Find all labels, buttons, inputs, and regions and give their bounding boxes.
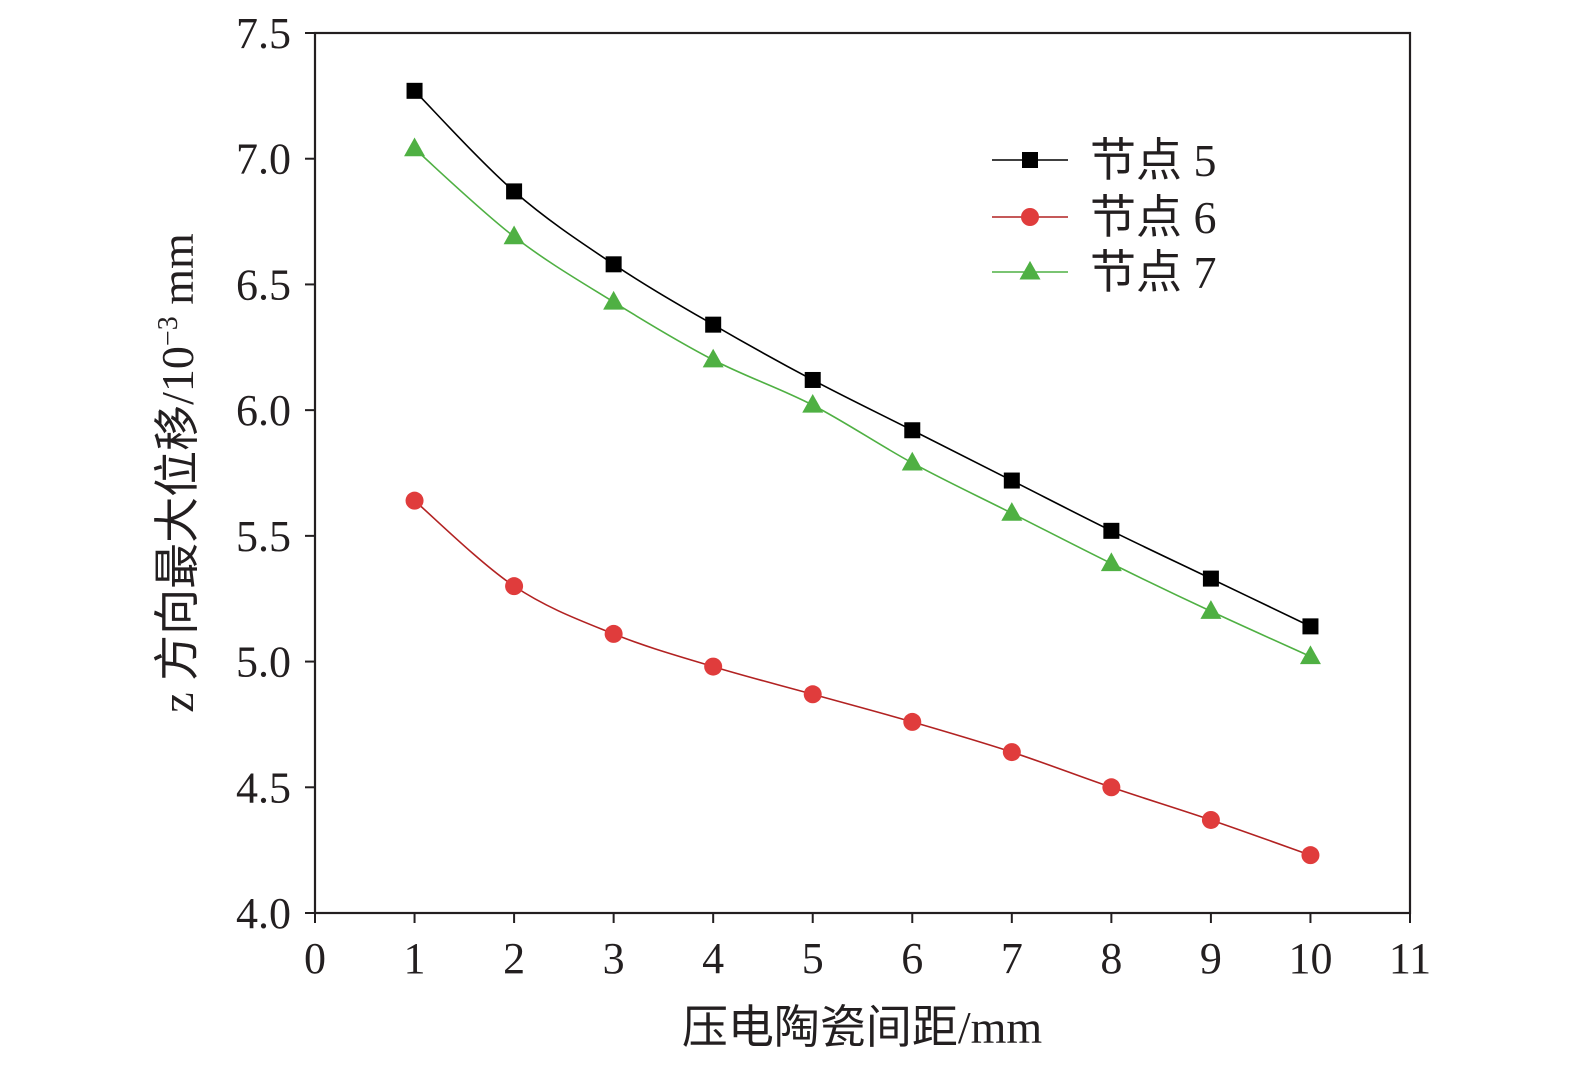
y-tick-label: 4.0 bbox=[236, 889, 291, 938]
data-point bbox=[1002, 743, 1021, 762]
legend-label: 节点 5 bbox=[1090, 135, 1217, 186]
series-3 bbox=[404, 137, 1321, 665]
data-point bbox=[804, 371, 821, 388]
data-point bbox=[1299, 645, 1321, 665]
legend-label: 节点 7 bbox=[1090, 247, 1217, 298]
data-point bbox=[605, 256, 622, 273]
data-point bbox=[802, 393, 824, 413]
y-tick-label: 5.5 bbox=[236, 512, 291, 561]
data-point bbox=[1302, 618, 1319, 635]
data-point bbox=[704, 657, 723, 676]
data-point bbox=[702, 348, 724, 368]
legend-item: 节点 5 bbox=[992, 135, 1217, 186]
series-layer bbox=[404, 82, 1321, 865]
legend-marker bbox=[1021, 208, 1039, 226]
x-tick-label: 4 bbox=[702, 934, 724, 983]
x-tick-label: 9 bbox=[1200, 934, 1222, 983]
y-tick-label: 6.0 bbox=[236, 386, 291, 435]
data-point bbox=[505, 577, 524, 596]
x-tick-label: 8 bbox=[1100, 934, 1122, 983]
data-point bbox=[903, 712, 922, 731]
legend-marker bbox=[1019, 260, 1041, 280]
data-point bbox=[901, 451, 923, 471]
data-point bbox=[1001, 502, 1023, 521]
data-point bbox=[705, 316, 722, 333]
x-axis-title: 压电陶瓷间距/mm bbox=[682, 1002, 1043, 1053]
data-point bbox=[1102, 778, 1121, 797]
data-point bbox=[503, 225, 525, 245]
data-point bbox=[405, 491, 424, 510]
x-tick-label: 6 bbox=[901, 934, 923, 983]
x-tick-label: 2 bbox=[503, 934, 525, 983]
data-point bbox=[506, 183, 523, 200]
y-axis-title: z 方向最大位移/10−3 mm bbox=[152, 233, 203, 713]
data-point bbox=[1201, 810, 1220, 829]
x-tick-label: 0 bbox=[304, 934, 326, 983]
y-tick-label: 4.5 bbox=[236, 763, 291, 812]
x-tick-label: 7 bbox=[1001, 934, 1023, 983]
y-axis-title-exponent: −3 bbox=[153, 316, 184, 346]
data-point bbox=[1103, 522, 1120, 539]
x-tick-label: 5 bbox=[802, 934, 824, 983]
y-axis-ticks: 4.0 4.5 5.0 5.5 6.0 6.5 7.0 7.5 bbox=[236, 9, 315, 938]
x-tick-label: 1 bbox=[404, 934, 426, 983]
data-point bbox=[1200, 600, 1222, 619]
legend-label: 节点 6 bbox=[1090, 192, 1217, 243]
series-line bbox=[414, 500, 1311, 856]
data-point bbox=[404, 137, 426, 157]
data-point bbox=[1100, 552, 1122, 572]
x-tick-label: 3 bbox=[603, 934, 625, 983]
data-point bbox=[604, 624, 623, 643]
legend-item: 节点 6 bbox=[992, 192, 1217, 243]
legend-item: 节点 7 bbox=[992, 247, 1217, 298]
data-point bbox=[1003, 472, 1020, 489]
series-1 bbox=[406, 82, 1319, 635]
y-tick-label: 5.0 bbox=[236, 638, 291, 687]
data-point bbox=[803, 685, 822, 704]
series-line bbox=[413, 90, 1311, 628]
x-tick-label: 10 bbox=[1288, 934, 1332, 983]
data-point bbox=[603, 290, 625, 310]
x-axis-ticks: 0 1 2 3 4 5 6 7 8 9 10 11 bbox=[304, 913, 1431, 983]
y-tick-label: 7.0 bbox=[236, 135, 291, 184]
x-tick-label: 11 bbox=[1389, 934, 1431, 983]
legend: 节点 5 节点 6节点 7 bbox=[992, 135, 1217, 298]
data-point bbox=[1301, 846, 1320, 865]
series-line bbox=[414, 148, 1311, 658]
y-tick-label: 7.5 bbox=[236, 9, 291, 58]
y-axis-title-unit: mm bbox=[152, 233, 203, 316]
series-2 bbox=[405, 491, 1320, 865]
data-point bbox=[1202, 570, 1219, 587]
legend-marker bbox=[1022, 152, 1038, 168]
y-tick-label: 6.5 bbox=[236, 260, 291, 309]
y-axis-title-main: z 方向最大位移/10 bbox=[152, 346, 203, 713]
data-point bbox=[904, 422, 921, 439]
data-point bbox=[406, 82, 423, 99]
plot-frame bbox=[313, 31, 1412, 915]
